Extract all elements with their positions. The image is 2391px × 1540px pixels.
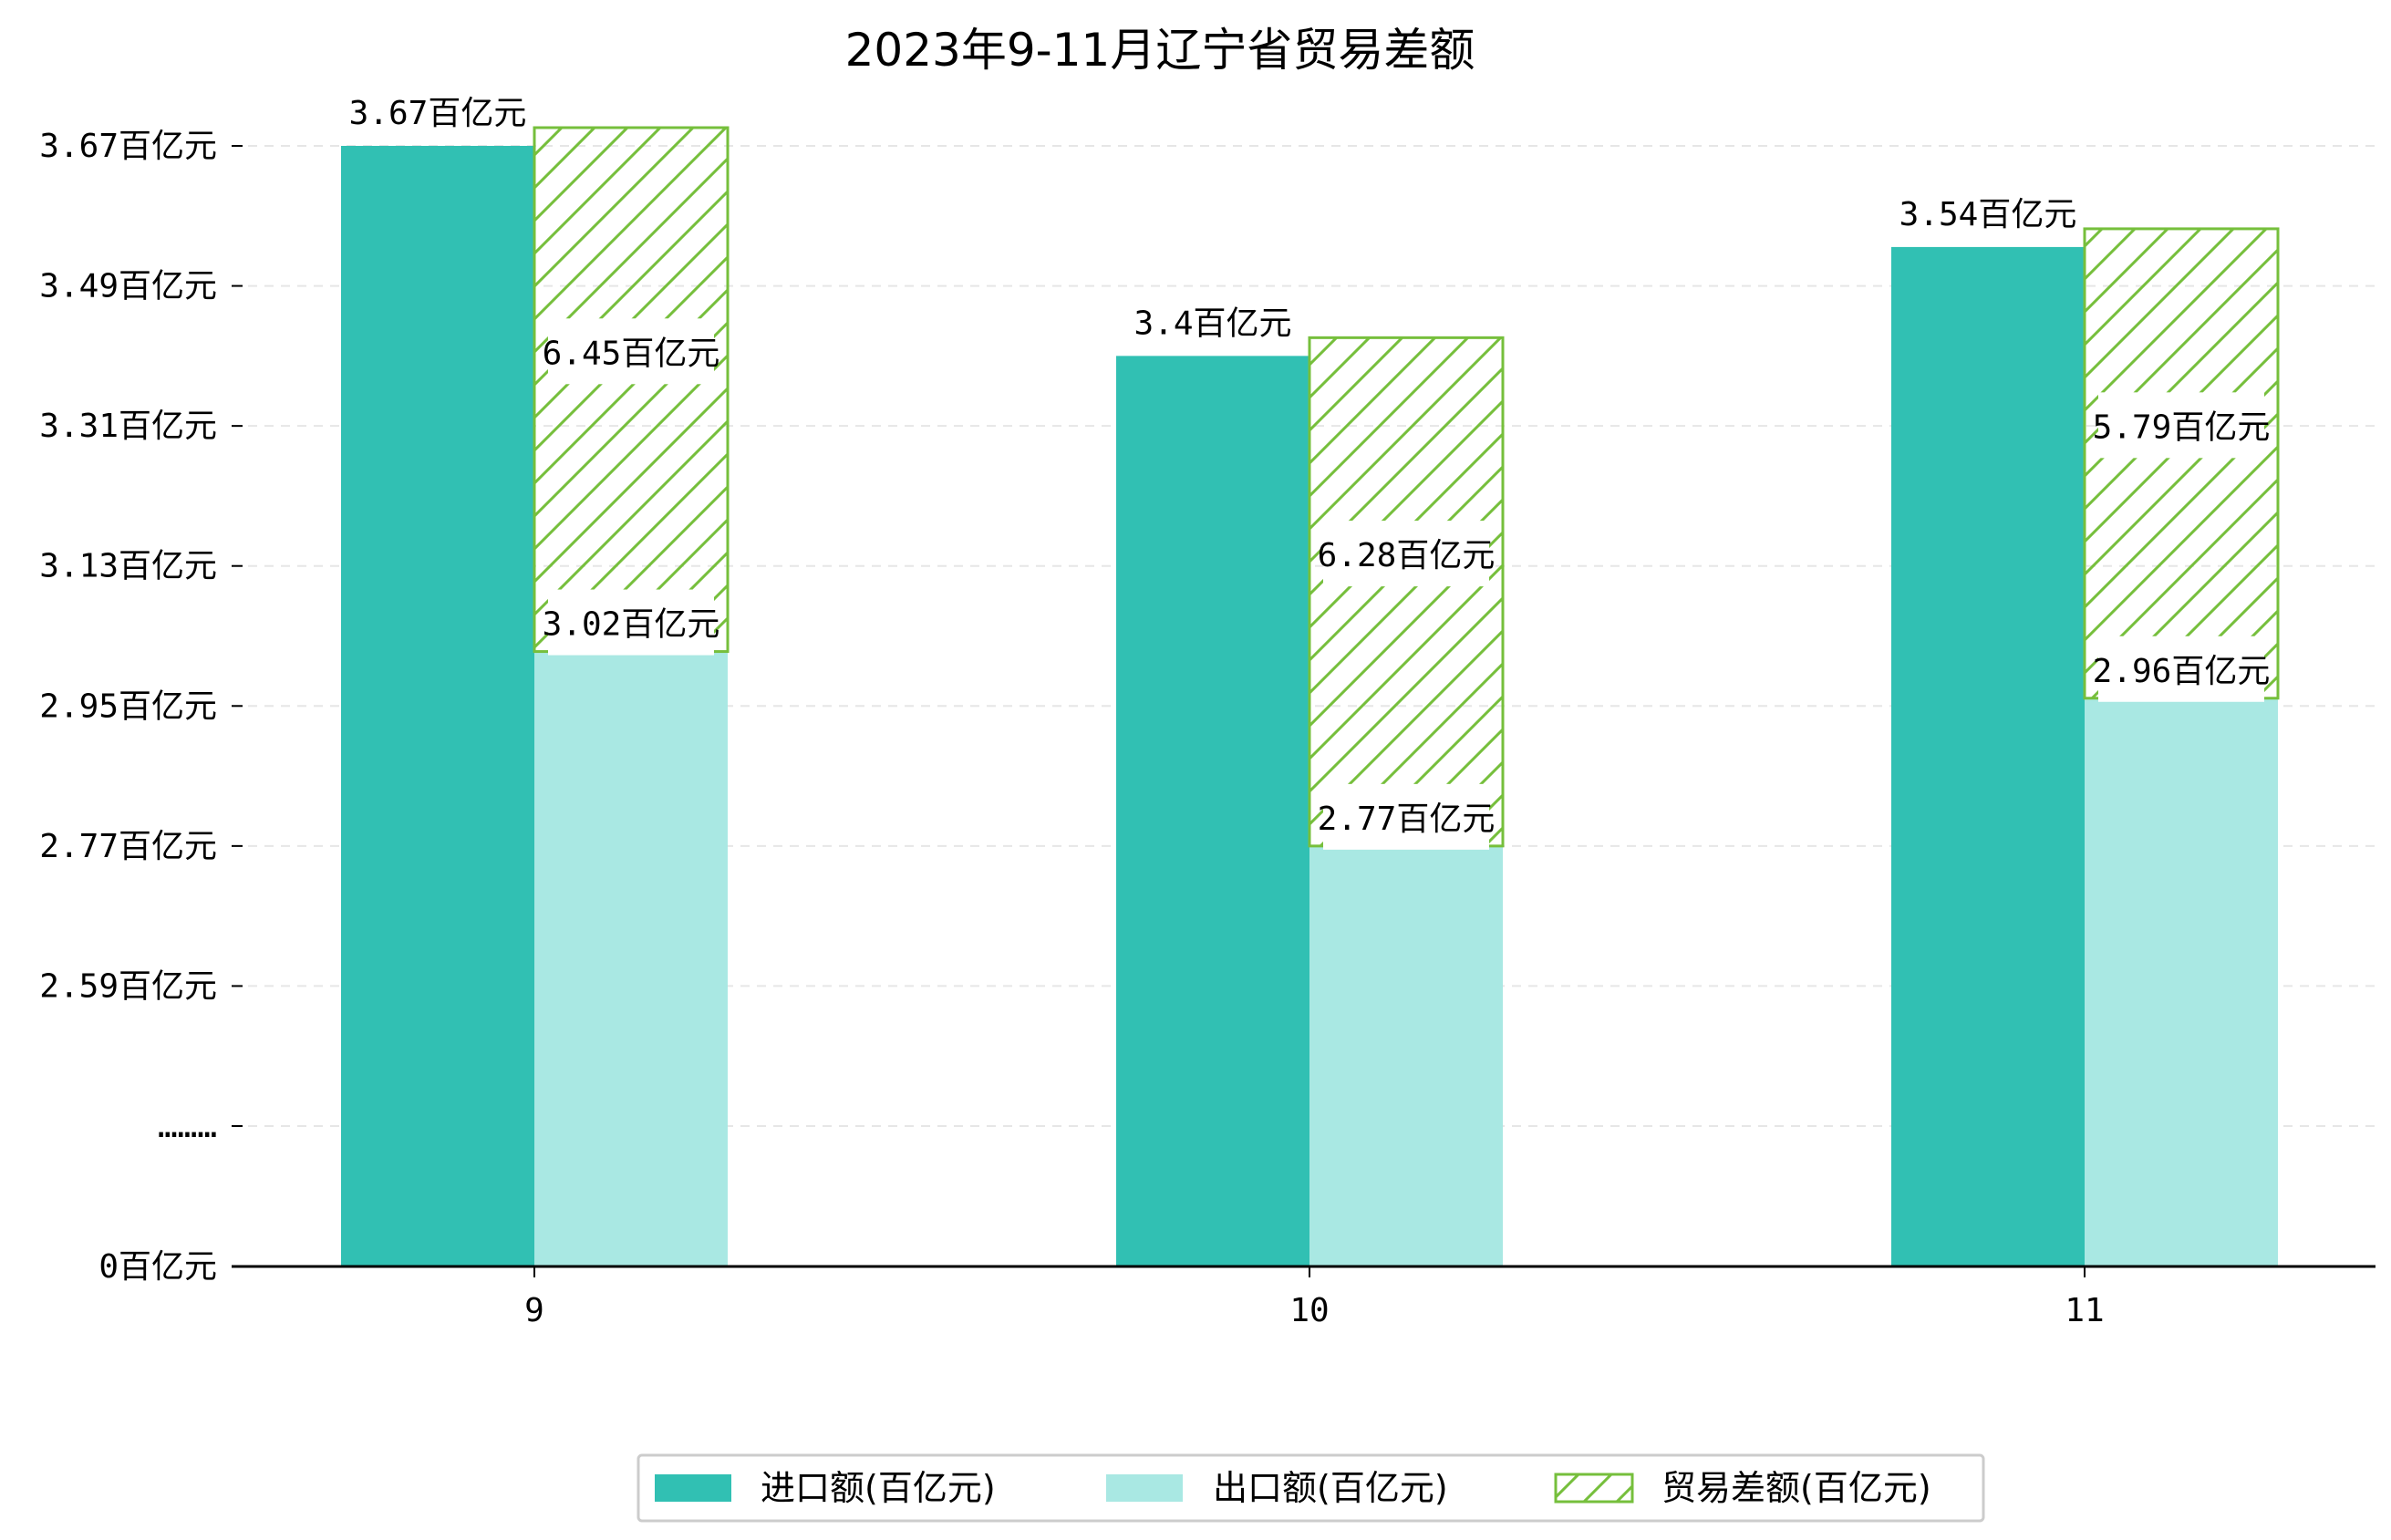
- data-label-box: [2098, 392, 2264, 459]
- chart-title: 2023年9-11月辽宁省贸易差额: [845, 24, 1475, 77]
- bar-export: [1309, 845, 1503, 1266]
- bar-balance: [1308, 336, 1505, 848]
- y-tick-label: 3.13百亿元: [39, 548, 217, 585]
- legend: 进口额(百亿元) 出口额(百亿元) 贸易差额(百亿元): [637, 1453, 1985, 1523]
- data-label-box: [1323, 783, 1489, 850]
- legend-label-export: 出口额(百亿元): [1213, 1468, 1448, 1508]
- x-tick-label: 11: [2065, 1292, 2104, 1329]
- bar-balance: [2083, 227, 2280, 700]
- bar-import: [341, 146, 534, 1266]
- x-tick-label: 9: [524, 1292, 544, 1329]
- y-tick-label: 3.31百亿元: [39, 408, 217, 445]
- bar-export: [2085, 698, 2278, 1266]
- y-tick-label: 3.49百亿元: [39, 268, 217, 305]
- data-label: 2.77百亿元: [1318, 801, 1496, 838]
- legend-label-import: 进口额(百亿元): [761, 1468, 996, 1508]
- data-label: 6.45百亿元: [543, 335, 720, 372]
- legend-frame: [637, 1453, 1985, 1523]
- bar-import: [1891, 246, 2085, 1266]
- legend-swatch-balance: [1554, 1473, 1634, 1504]
- legend-swatch-import: [655, 1474, 731, 1502]
- data-label: 3.54百亿元: [1899, 196, 2077, 233]
- data-label-box: [1323, 521, 1489, 587]
- data-label: 3.02百亿元: [543, 606, 720, 644]
- bars: [341, 126, 2280, 1266]
- y-tick-label: 2.59百亿元: [39, 967, 217, 1005]
- data-label-box: [2098, 636, 2264, 702]
- data-label: 2.96百亿元: [2093, 653, 2271, 690]
- bar-import: [1116, 356, 1309, 1266]
- y-tick-label: ………: [158, 1108, 217, 1145]
- data-label: 3.67百亿元: [349, 95, 527, 132]
- bar-balance: [533, 126, 730, 654]
- bar-export: [534, 651, 728, 1266]
- y-tick-label: 3.67百亿元: [39, 128, 217, 165]
- data-labels: 3.67百亿元 3.02百亿元 6.45百亿元 3.4百亿元 2.77百亿元 6.28百亿…: [349, 95, 2271, 850]
- x-tick-label: 10: [1289, 1292, 1329, 1329]
- data-label-box: [548, 589, 714, 656]
- y-tick-label: 2.77百亿元: [39, 828, 217, 865]
- data-label: 6.28百亿元: [1318, 537, 1496, 574]
- legend-label-balance: 贸易差额(百亿元): [1661, 1468, 1931, 1508]
- y-tick-label: 0百亿元: [98, 1248, 217, 1286]
- legend-swatch-export: [1106, 1474, 1183, 1502]
- data-label: 5.79百亿元: [2093, 408, 2271, 446]
- y-tick-label: 2.95百亿元: [39, 687, 217, 725]
- data-label: 3.4百亿元: [1133, 305, 1291, 342]
- data-label-box: [548, 318, 714, 385]
- axes: 0百亿元 ……… 2.59百亿元 2.77百亿元 2.95百亿元 3.13百亿元 3.31百…: [39, 128, 2375, 1329]
